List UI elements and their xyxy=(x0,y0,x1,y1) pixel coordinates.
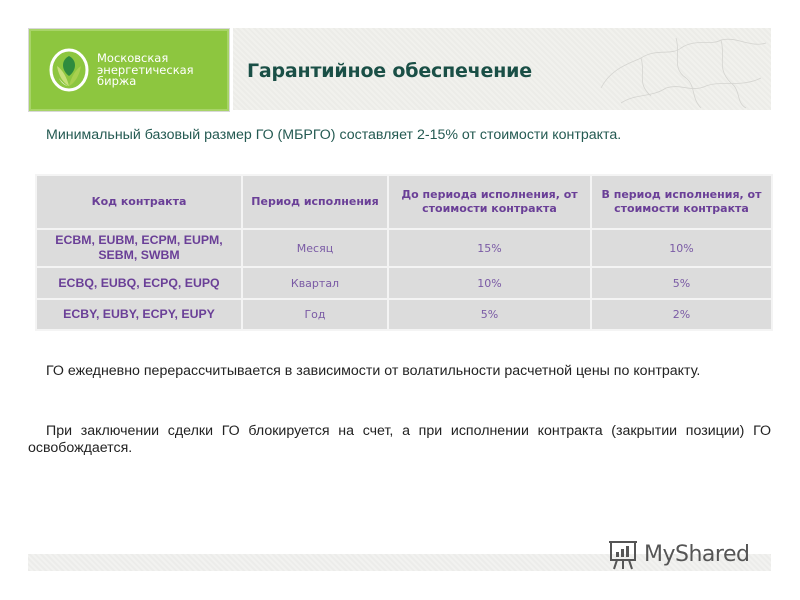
table-row: ECBM, EUBM, ECPM, EUPM, SEBM, SWBM Месяц… xyxy=(35,228,773,268)
logo-line-3: биржа xyxy=(97,74,137,88)
header-during-period: В период исполнения, от стоимости контра… xyxy=(590,174,773,230)
intro-text: Минимальный базовый размер ГО (МБРГО) со… xyxy=(46,127,622,143)
leaf-emblem-icon xyxy=(49,48,89,92)
contract-codes: ECBM, EUBM, ECPM, EUPM, SEBM, SWBM xyxy=(35,228,243,268)
during-period-percent: 2% xyxy=(590,298,773,331)
logo-line-2: энергетическая xyxy=(97,62,194,77)
paragraph-blocking: При заключении сделки ГО блокируется на … xyxy=(28,423,771,457)
period: Год xyxy=(241,298,389,331)
header-before-period: До периода исполнения, от стоимости конт… xyxy=(387,174,592,230)
table-row: ECBQ, EUBQ, ECPQ, EUPQ Квартал 10% 5% xyxy=(35,266,773,300)
map-outline-icon xyxy=(600,37,767,109)
contract-codes: ECBY, EUBY, ECPY, EUPY xyxy=(35,298,243,331)
header-band: Гарантийное обеспечение xyxy=(233,28,771,110)
presentation-board-icon xyxy=(609,541,637,570)
logo-text: Московская энергетическая биржа xyxy=(97,51,194,88)
before-period-percent: 15% xyxy=(387,228,592,268)
brand-text: MyShared xyxy=(644,541,750,567)
footer-band xyxy=(28,554,771,571)
page-title: Гарантийное обеспечение xyxy=(247,60,532,82)
contract-codes: ECBQ, EUBQ, ECPQ, EUPQ xyxy=(35,266,243,300)
during-period-percent: 10% xyxy=(590,228,773,268)
myshared-brand[interactable]: MyShared xyxy=(606,537,750,571)
before-period-percent: 10% xyxy=(387,266,592,300)
period: Месяц xyxy=(241,228,389,268)
paragraph-text: ГО ежедневно перерассчитывается в зависи… xyxy=(46,363,701,379)
exchange-logo: Московская энергетическая биржа xyxy=(28,28,230,112)
header-contract-code: Код контракта xyxy=(35,174,243,230)
table-row: ECBY, EUBY, ECPY, EUPY Год 5% 2% xyxy=(35,298,773,331)
table-header-row: Код контракта Период исполнения До перио… xyxy=(35,174,773,230)
before-period-percent: 5% xyxy=(387,298,592,331)
period: Квартал xyxy=(241,266,389,300)
logo-line-1: Московская xyxy=(97,51,169,65)
margin-table: Код контракта Период исполнения До перио… xyxy=(35,174,773,331)
paragraph-recalculation: ГО ежедневно перерассчитывается в зависи… xyxy=(28,363,771,380)
during-period-percent: 5% xyxy=(590,266,773,300)
paragraph-text: При заключении сделки ГО блокируется на … xyxy=(28,423,771,456)
header-execution-period: Период исполнения xyxy=(241,174,389,230)
